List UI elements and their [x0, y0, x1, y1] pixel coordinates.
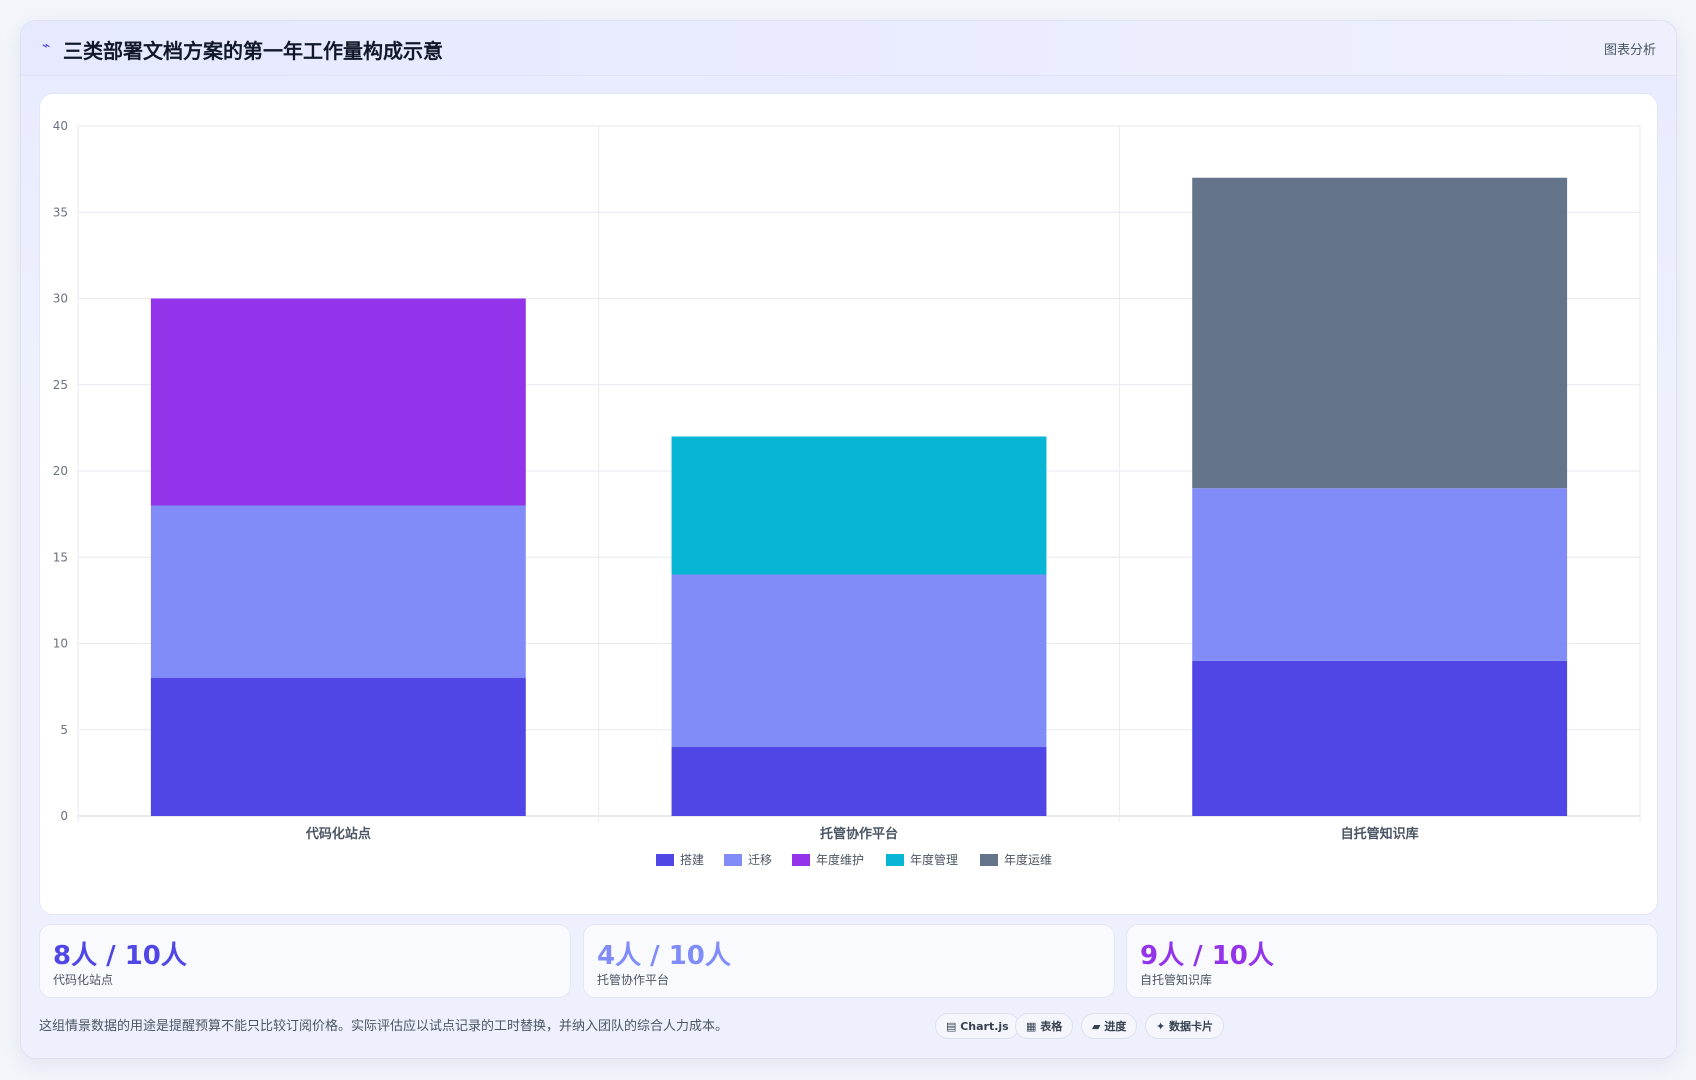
stat-value: 9人 / 10人	[1140, 941, 1274, 971]
stat-card-self-hosted: 9人 / 10人 自托管知识库	[1126, 924, 1658, 998]
y-tick-label: 0	[60, 809, 68, 823]
stat-card-code-site: 8人 / 10人 代码化站点	[39, 924, 571, 998]
y-tick-label: 15	[53, 550, 68, 564]
stat-value: 4人 / 10人	[597, 941, 731, 971]
legend-label: 年度运维	[1004, 852, 1052, 867]
legend-swatch	[980, 854, 998, 866]
y-tick-label: 5	[60, 723, 68, 737]
bar-segment	[150, 505, 526, 678]
y-tick-label: 20	[53, 464, 68, 478]
y-tick-label: 35	[53, 205, 68, 219]
legend-swatch	[656, 854, 674, 866]
legend-label: 迁移	[748, 853, 772, 867]
stat-label: 自托管知识库	[1140, 973, 1213, 987]
chartjs-pill[interactable]: ▤ Chart.js	[935, 1013, 1020, 1039]
y-tick-label: 10	[53, 637, 68, 651]
footnote: 这组情景数据的用途是提醒预算不能只比较订阅价格。实际评估应以试点记录的工时替换，…	[39, 1019, 729, 1034]
stat-label: 托管协作平台	[597, 973, 670, 987]
legend-swatch	[724, 854, 742, 866]
y-tick-label: 30	[53, 292, 68, 306]
bar-segment	[671, 747, 1047, 816]
bar-segment	[150, 678, 526, 816]
legend-swatch	[792, 854, 810, 866]
stat-card-hosted-platform: 4人 / 10人 托管协作平台	[583, 924, 1115, 998]
data-card-pill[interactable]: ✦ 数据卡片	[1145, 1013, 1225, 1039]
bar-segment	[671, 436, 1047, 575]
x-tick-label: 代码化站点	[305, 826, 371, 842]
stat-value: 8人 / 10人	[53, 941, 187, 971]
legend-label: 年度维护	[816, 852, 864, 867]
bar-segment	[1192, 177, 1568, 489]
x-tick-label: 托管协作平台	[820, 826, 898, 842]
table-pill[interactable]: ▦ 表格	[1015, 1013, 1074, 1039]
legend-swatch	[886, 854, 904, 866]
chart-panel: 0 5 10 15 20 25 30 35 40 代码化站点 托管协作平台 自托管知识库搭建 迁移 年度维…	[39, 93, 1658, 915]
card-header: ⌁ 三类部署文档方案的第一年工作量构成示意 图表分析	[21, 21, 1676, 76]
chart-card: ⌁ 三类部署文档方案的第一年工作量构成示意 图表分析 0 5 10 15 20 25 30 3…	[20, 20, 1677, 1059]
stat-label: 代码化站点	[53, 973, 114, 987]
bar-segment	[671, 574, 1047, 747]
chart-analysis-label: 图表分析	[1603, 43, 1656, 58]
legend-label: 年度管理	[910, 852, 958, 867]
bar-segment	[1192, 660, 1568, 816]
bar-segment	[1192, 488, 1568, 661]
progress-pill[interactable]: ▰ 进度	[1081, 1013, 1138, 1039]
page-title: 三类部署文档方案的第一年工作量构成示意	[63, 39, 443, 63]
y-tick-label: 25	[53, 378, 68, 392]
bar-segment	[150, 298, 526, 506]
legend-label: 搭建	[680, 853, 704, 867]
y-tick-label: 40	[53, 119, 68, 133]
x-tick-label: 自托管知识库	[1341, 826, 1419, 842]
chart-line-icon: ⌁	[42, 38, 51, 54]
